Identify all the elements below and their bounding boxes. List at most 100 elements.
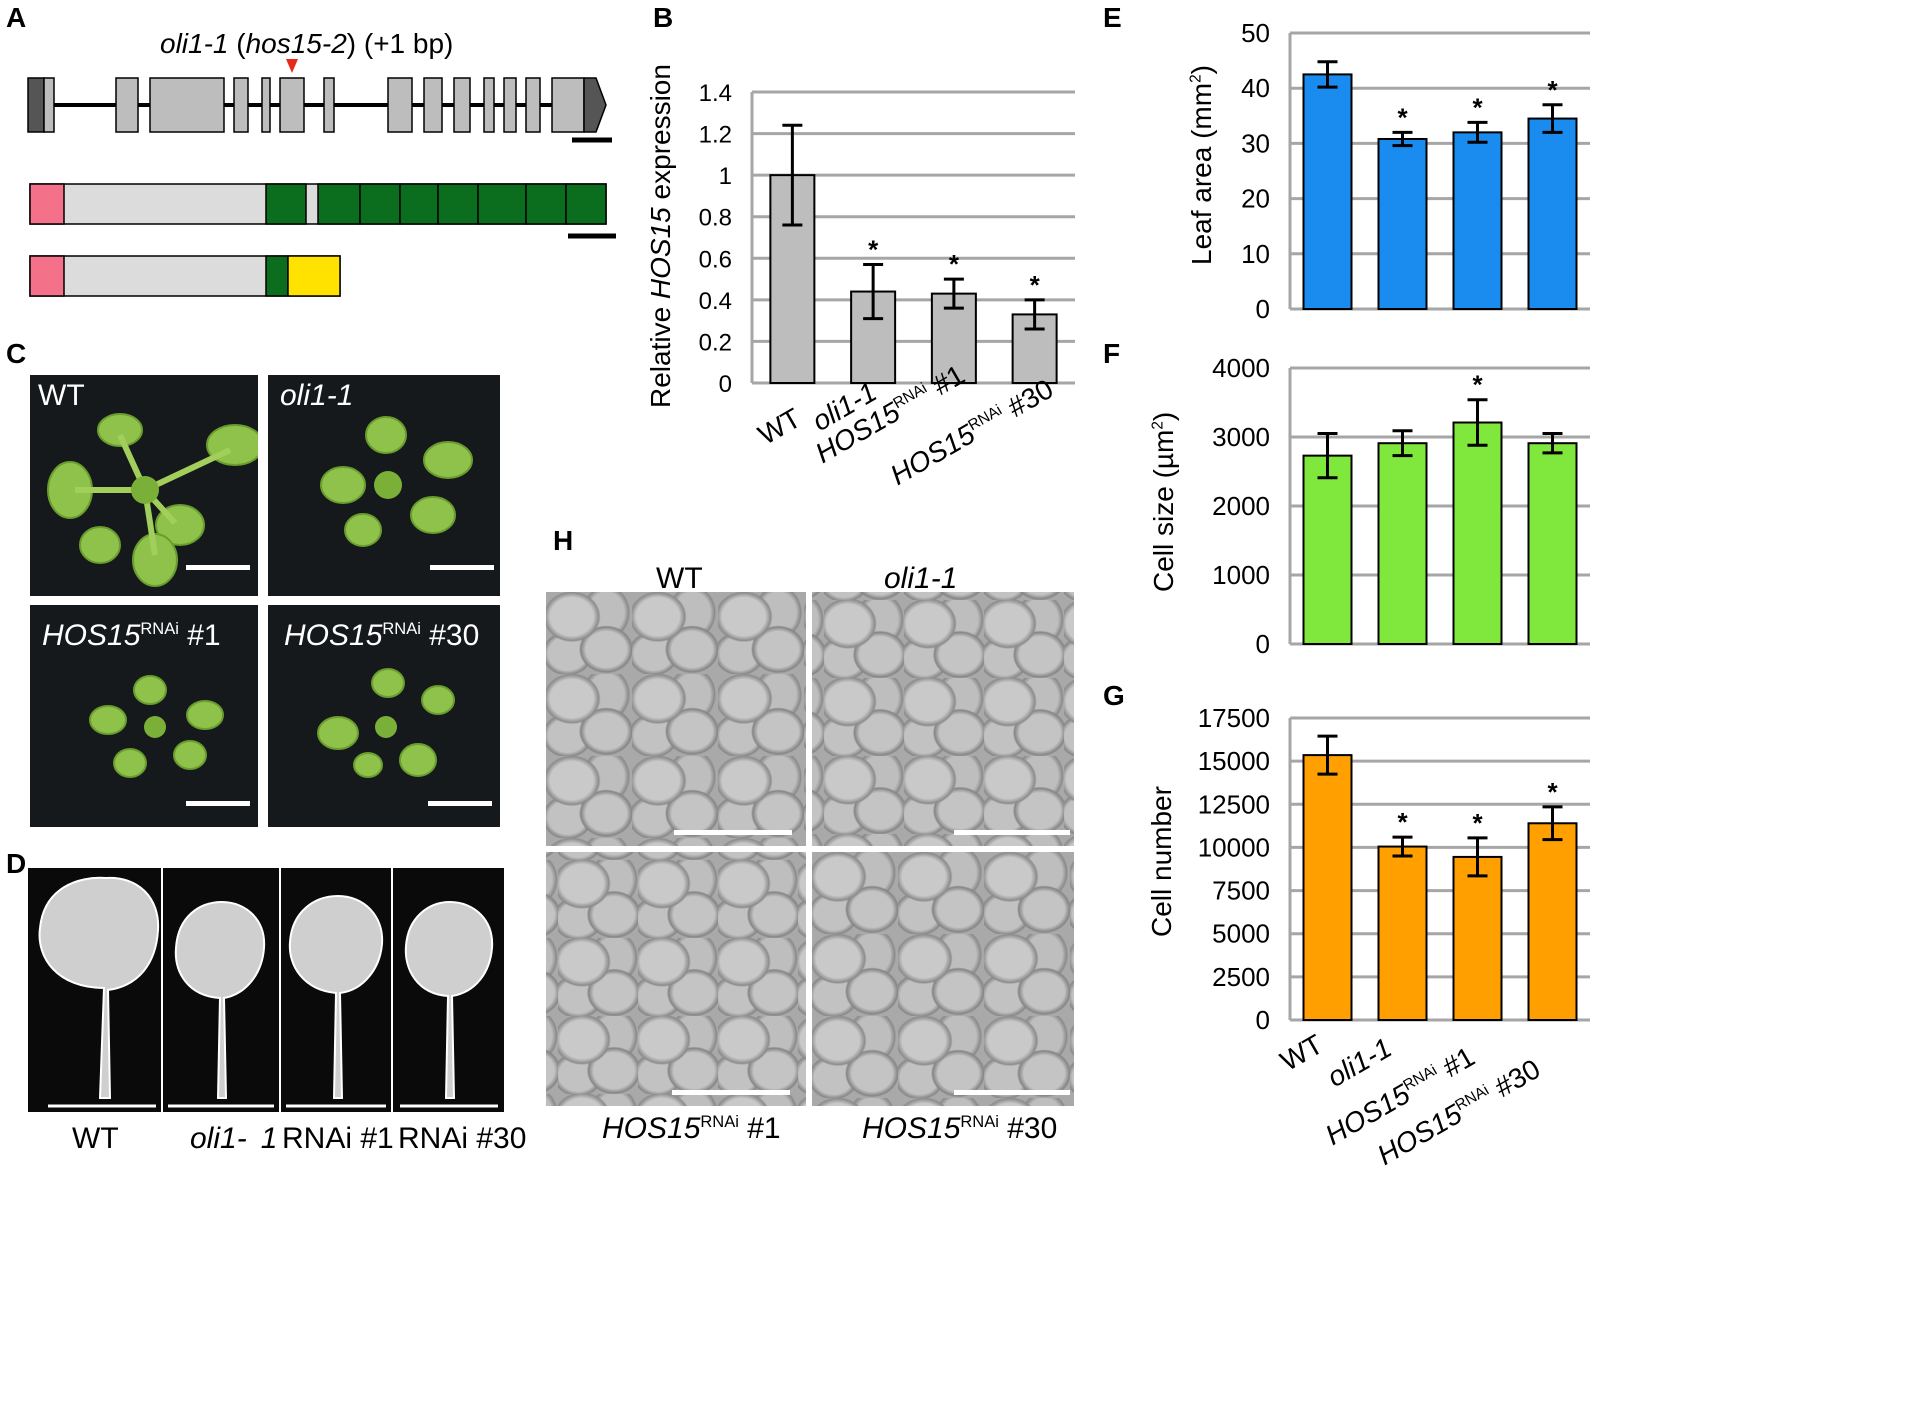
exon-box [279, 77, 305, 133]
significance-marker: * [1397, 102, 1408, 132]
scale-bar [954, 830, 1070, 835]
bar [1302, 754, 1353, 1022]
lish-domain [29, 183, 65, 225]
bar [850, 290, 897, 385]
wd40-domain [477, 183, 527, 225]
y-tick-label: 4000 [1212, 353, 1270, 383]
bar [1452, 421, 1503, 646]
chart-f-ylabel-text: Cell size (µm [1148, 429, 1179, 592]
y-tick-label: 1000 [1212, 560, 1270, 590]
rosette-photo-oli1: oli1-1 [266, 373, 502, 598]
leaf-caption-wt: WT [72, 1122, 119, 1155]
y-tick-label: 0.6 [699, 246, 732, 273]
rnai-sup: RNAi [140, 620, 179, 638]
leaf-wt [38, 876, 160, 1099]
bar [1452, 131, 1503, 310]
chart-e-ylabel-text: Leaf area (mm [1186, 82, 1217, 265]
exon-box [233, 77, 249, 133]
chart-f-ylabel: Cell size (µm2) [1148, 412, 1180, 592]
panel-label-e: E [1103, 2, 1122, 33]
rosette-icon [317, 668, 455, 778]
chart-b-ylabel-pre: Relative [645, 299, 676, 408]
bar [1302, 454, 1353, 645]
chart-b-expression: 0 0.2 0.4 0.6 0.8 1 1.2 1.4 * * * [699, 80, 1075, 398]
panel-label-h: H [553, 525, 574, 556]
y-tick-label: 1.4 [699, 80, 732, 107]
y-tick-label: 40 [1241, 73, 1270, 103]
leaf-oli1 [174, 900, 266, 1099]
scale-bar [430, 565, 494, 570]
significance-marker: * [1547, 75, 1558, 105]
y-tick-label: 30 [1241, 128, 1270, 158]
leaf-rnai1 [288, 894, 384, 1099]
y-tick-label: 2500 [1212, 962, 1270, 992]
exon-box [115, 77, 139, 133]
bar [1377, 845, 1428, 1021]
y-tick-label: 3000 [1212, 422, 1270, 452]
wd40-domain [359, 183, 401, 225]
bar [1302, 73, 1353, 311]
rosette-photo-wt: WT [28, 373, 260, 598]
y-tick-label: 0 [719, 371, 732, 398]
panel-label-b: B [653, 2, 674, 33]
photo-label: WT [38, 379, 85, 412]
mutation-allele: oli1-1 [160, 28, 229, 59]
scale-bar [186, 801, 250, 806]
significance-marker: * [1547, 777, 1558, 807]
y-tick-label: 0 [1256, 1005, 1270, 1035]
panel-label-f: F [1103, 338, 1121, 369]
y-tick-label: 15000 [1198, 746, 1270, 776]
mutation-detail: ) (+1 bp) [346, 28, 454, 59]
y-tick-label: 2000 [1212, 491, 1270, 521]
chart-e-ylabel: Leaf area (mm2) [1186, 65, 1218, 265]
rosette-icon [47, 413, 258, 587]
significance-marker: * [868, 235, 879, 265]
scale-bar [954, 1090, 1070, 1095]
chart-e-ylabel-end: ) [1186, 65, 1217, 75]
mutation-label: oli1-1 (hos15-2) (+1 bp) [160, 28, 453, 60]
gene-name: HOS15 [862, 1112, 961, 1145]
line-number: #30 [420, 619, 480, 652]
y-tick-label: 0 [1256, 294, 1270, 324]
gene-name: HOS15 [284, 619, 383, 652]
gene-name: HOS15 [42, 619, 141, 652]
y-tick-label: 1.2 [699, 122, 732, 149]
gene-structure-diagram [27, 59, 616, 297]
line-number: #1 [738, 1112, 781, 1145]
y-tick-label: 0 [1256, 629, 1270, 659]
y-tick-label: 50 [1241, 18, 1270, 48]
leaf-icons [38, 868, 498, 1112]
chart-b-ylabel-post: expression [645, 64, 676, 208]
exon-box [423, 77, 443, 133]
wd40-domain [525, 183, 567, 225]
exon-box [525, 77, 541, 133]
rnai-sup: RNAi [700, 1113, 739, 1131]
wd40-domain [265, 183, 307, 225]
rnai-sup: RNAi [382, 620, 421, 638]
bar [1527, 822, 1578, 1021]
leaf-caption-rnai30: RNAi #30 [398, 1122, 527, 1155]
y-tick-label: 10000 [1198, 832, 1270, 862]
y-tick-label: 0.8 [699, 205, 732, 232]
bar [1527, 442, 1578, 645]
dic-image-rnai1 [546, 852, 806, 1106]
leaf-caption-oli: oli1- 1 [190, 1122, 277, 1156]
y-tick-label: 0.4 [699, 288, 732, 315]
exon-box [149, 77, 225, 133]
line-number: #30 [1482, 1053, 1546, 1108]
leaf-photo-strip [28, 868, 504, 1112]
significance-marker: * [949, 249, 960, 279]
utr-3-arrow [583, 77, 607, 133]
scale-bar [674, 830, 792, 835]
panel-label-g: G [1103, 680, 1125, 711]
dic-image-wt [546, 592, 806, 846]
frameshift-region [287, 255, 341, 297]
lish-domain [29, 255, 65, 297]
dic-title-oli: oli1-1 [884, 562, 958, 595]
scale-bar [186, 565, 250, 570]
y-tick-label: 17500 [1198, 703, 1270, 733]
y-tick-label: 12500 [1198, 789, 1270, 819]
leaf-rnai30 [404, 900, 494, 1099]
bar [1377, 442, 1428, 645]
chart-e-leaf-area: 0 10 20 30 40 50 * * * [1241, 18, 1590, 324]
